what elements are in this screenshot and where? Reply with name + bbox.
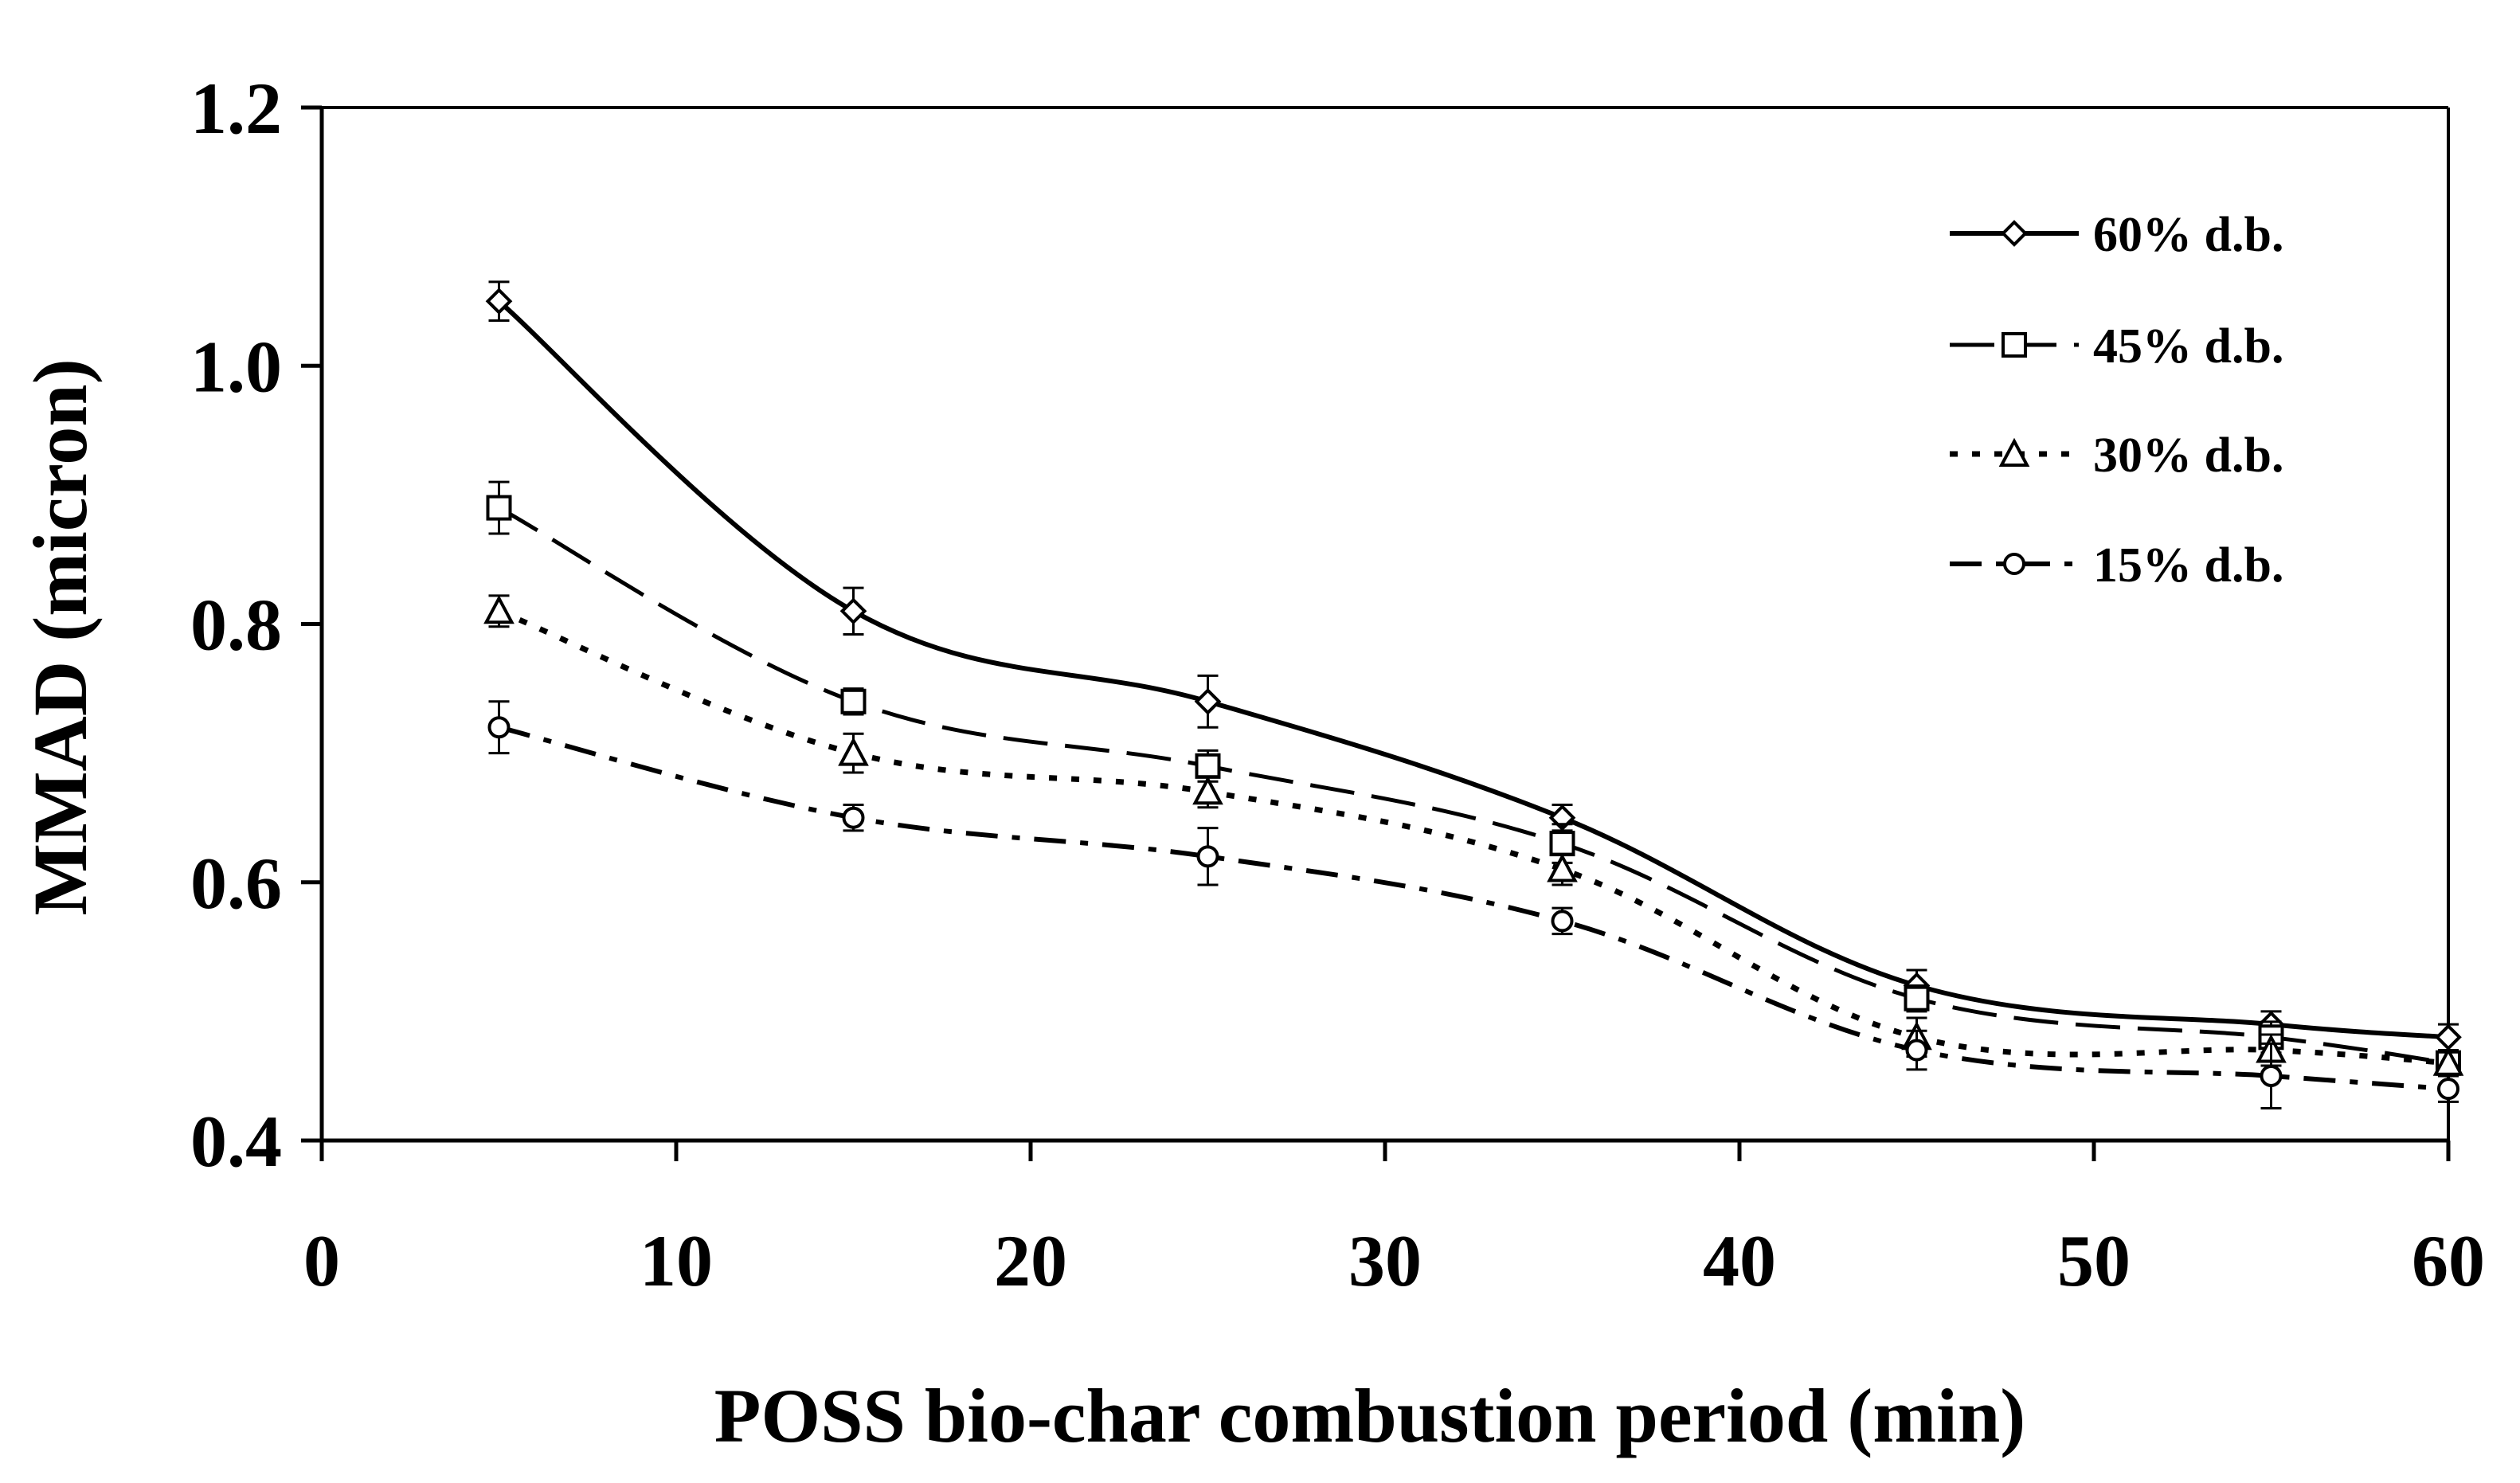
data-point	[486, 495, 512, 521]
x-tick-label: 0	[303, 1220, 340, 1301]
x-tick-label: 40	[1703, 1220, 1776, 1301]
data-point	[485, 288, 513, 315]
y-tick-label: 1.0	[190, 326, 282, 407]
y-tick-label: 0.4	[190, 1101, 282, 1182]
y-tick-label: 1.2	[190, 68, 282, 149]
legend: 60% d.b. 45% d.b. 30% d.b. 15% d.b.	[1950, 208, 2283, 593]
legend-marker	[2002, 332, 2027, 358]
data-point	[1196, 845, 1219, 868]
data-point	[2435, 1023, 2462, 1051]
data-point	[1192, 776, 1223, 805]
data-point	[1194, 687, 1222, 715]
series-line	[498, 725, 2449, 1092]
data-point	[2437, 1078, 2459, 1101]
data-point	[1905, 1039, 1928, 1062]
legend-label: 30% d.b.	[2093, 428, 2283, 483]
series-group	[483, 280, 2464, 1109]
data-point	[2260, 1064, 2283, 1087]
data-point	[1195, 753, 1221, 779]
legend-marker	[2003, 553, 2025, 575]
y-tick-label: 0.6	[190, 843, 282, 924]
axis-titles: POSS bio-char combustion period (min) MM…	[18, 358, 2025, 1458]
series-1	[485, 280, 2462, 1052]
data-point	[842, 806, 865, 829]
legend-label: 45% d.b.	[2093, 319, 2283, 374]
x-axis-title: POSS bio-char combustion period (min)	[714, 1373, 2025, 1458]
data-point	[839, 597, 867, 625]
data-point	[1904, 985, 1930, 1011]
x-tick-label: 30	[1348, 1220, 1422, 1301]
data-point	[840, 688, 867, 714]
y-axis-title: MMAD (micron)	[18, 358, 103, 915]
series-line	[497, 299, 2449, 1040]
series-line	[498, 506, 2449, 1066]
legend-marker	[2001, 220, 2028, 247]
data-point	[483, 595, 515, 624]
legend-label: 60% d.b.	[2093, 208, 2283, 262]
legend-item-2: 45% d.b.	[1950, 319, 2283, 374]
series-line	[498, 608, 2449, 1066]
data-point	[2432, 1047, 2464, 1076]
data-point	[1549, 831, 1575, 857]
legend-label: 15% d.b.	[2093, 538, 2283, 593]
data-point	[1551, 910, 1574, 933]
legend-item-1: 60% d.b.	[1950, 208, 2283, 262]
series-4	[487, 700, 2459, 1109]
series-3	[483, 594, 2464, 1078]
legend-item-4: 15% d.b.	[1950, 538, 2283, 593]
legend-item-3: 30% d.b.	[1950, 428, 2283, 483]
x-tick-label: 60	[2412, 1220, 2485, 1301]
x-tick-label: 50	[2057, 1220, 2131, 1301]
data-point	[1547, 853, 1578, 882]
axes	[319, 106, 2450, 1143]
legend-marker	[1998, 437, 2030, 467]
ticks: 0 10 20 30 40 50 60 0.4 0.6 0.8 1.0 1.2	[190, 68, 2485, 1301]
x-tick-label: 20	[994, 1220, 1067, 1301]
data-point	[487, 716, 511, 739]
x-tick-label: 10	[640, 1220, 713, 1301]
data-point	[838, 737, 869, 766]
y-tick-label: 0.8	[190, 585, 282, 666]
